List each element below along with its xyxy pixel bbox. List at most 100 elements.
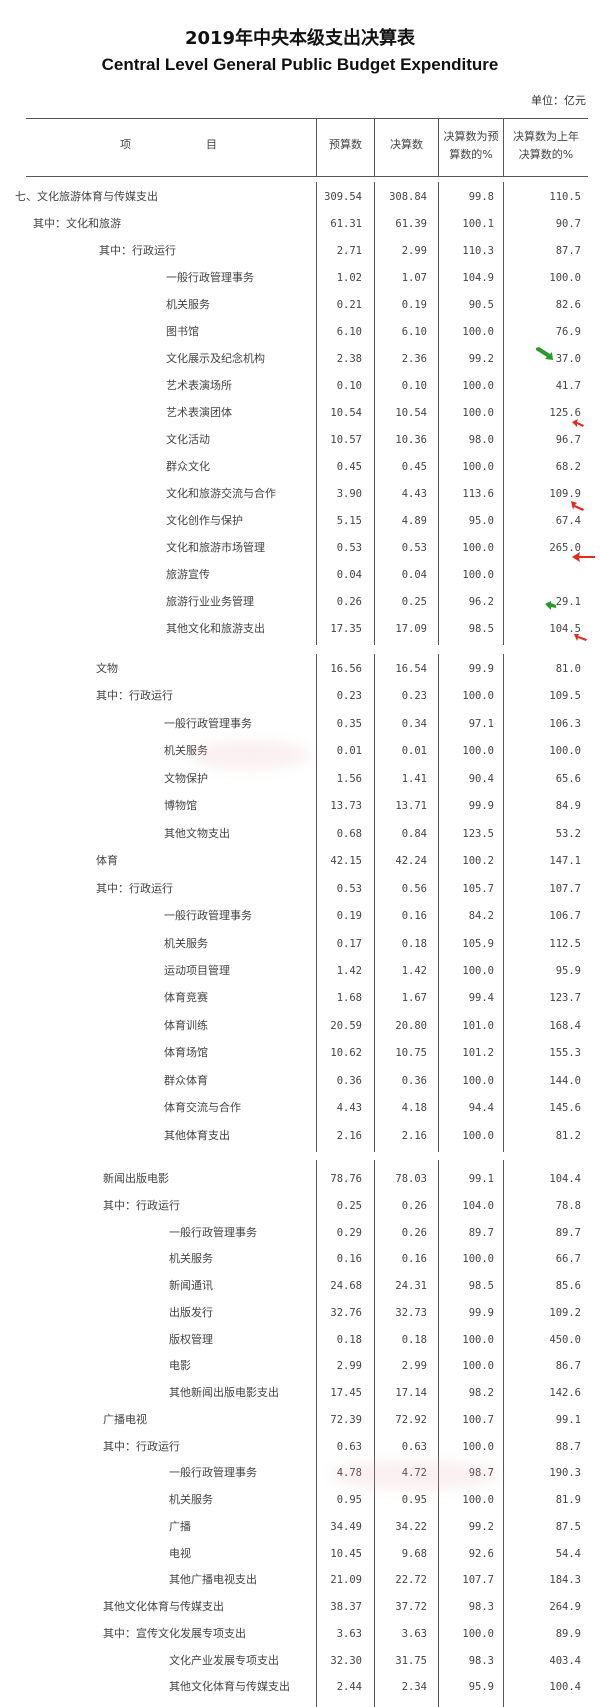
final-value: 42.24 bbox=[395, 855, 427, 868]
final-value: 3.63 bbox=[401, 1627, 427, 1640]
budget-value: 17.35 bbox=[330, 623, 362, 635]
pct-budget-value: 100.0 bbox=[462, 1494, 494, 1506]
row-label: 一般行政管理事务 bbox=[166, 271, 254, 284]
final-value: 31.75 bbox=[395, 1654, 427, 1667]
pct-prev-value: 109.2 bbox=[549, 1306, 581, 1319]
pct-prev-value: 41.7 bbox=[555, 380, 581, 392]
final-value: 4.18 bbox=[401, 1102, 427, 1115]
pct-prev-value: 109.5 bbox=[549, 690, 581, 703]
budget-value: 1.02 bbox=[336, 272, 362, 284]
budget-value: 13.73 bbox=[330, 800, 362, 813]
pct-prev-value: 99.1 bbox=[555, 1413, 581, 1426]
pct-prev-value: 95.9 bbox=[555, 964, 581, 977]
budget-value: 4.78 bbox=[336, 1467, 362, 1480]
pct-budget-value: 99.4 bbox=[468, 992, 494, 1005]
pct-prev-value: 68.2 bbox=[555, 461, 581, 473]
row-label: 体育 bbox=[96, 854, 118, 868]
final-value: 1.42 bbox=[401, 964, 427, 977]
budget-value: 0.53 bbox=[336, 542, 362, 554]
pct-budget-value: 100.0 bbox=[462, 542, 494, 554]
budget-value: 0.68 bbox=[336, 827, 362, 840]
budget-value: 0.17 bbox=[336, 937, 362, 950]
final-value: 22.72 bbox=[395, 1574, 427, 1587]
final-value: 16.54 bbox=[395, 663, 427, 675]
pct-prev-value: 100.0 bbox=[549, 272, 581, 284]
pct-budget-value: 99.1 bbox=[468, 1173, 494, 1185]
pct-budget-value: 98.5 bbox=[468, 1280, 494, 1292]
pct-prev-value: 109.9 bbox=[549, 488, 581, 500]
pct-budget-value: 96.2 bbox=[468, 596, 494, 608]
pct-budget-value: 98.2 bbox=[468, 1387, 494, 1399]
final-value: 2.34 bbox=[401, 1681, 427, 1694]
pct-prev-value: 104.4 bbox=[549, 1173, 581, 1185]
pct-prev-value: 264.9 bbox=[549, 1601, 581, 1613]
budget-value: 0.21 bbox=[336, 299, 362, 311]
budget-value: 21.09 bbox=[330, 1574, 362, 1587]
pct-budget-value: 100.0 bbox=[462, 690, 494, 703]
header-divider bbox=[503, 118, 504, 176]
pct-prev-value: 84.9 bbox=[555, 800, 581, 813]
pct-budget-value: 99.9 bbox=[468, 1306, 494, 1319]
budget-value: 10.62 bbox=[330, 1047, 362, 1060]
row-label: 一般行政管理事务 bbox=[164, 909, 252, 923]
row-label: 新闻通讯 bbox=[169, 1279, 213, 1292]
budget-value: 1.42 bbox=[336, 964, 362, 977]
budget-value: 17.45 bbox=[330, 1387, 362, 1399]
pct-prev-value: 37.0 bbox=[555, 353, 581, 365]
pct-budget-value: 98.3 bbox=[468, 1601, 494, 1613]
pct-budget-value: 113.6 bbox=[462, 488, 494, 500]
final-value: 2.36 bbox=[401, 353, 427, 365]
final-value: 0.26 bbox=[401, 1226, 427, 1239]
final-value: 2.16 bbox=[401, 1129, 427, 1142]
pct-budget-value: 107.7 bbox=[462, 1574, 494, 1587]
row-label: 其中：行政运行 bbox=[96, 881, 173, 895]
budget-value: 1.68 bbox=[336, 992, 362, 1005]
pct-budget-value: 101.0 bbox=[462, 1019, 494, 1032]
pct-budget-value: 99.9 bbox=[468, 800, 494, 813]
final-value: 0.16 bbox=[401, 910, 427, 923]
final-value: 0.25 bbox=[401, 596, 427, 608]
red-arrow-icon bbox=[572, 419, 584, 427]
column-divider bbox=[503, 182, 504, 645]
pct-budget-value: 100.0 bbox=[462, 1129, 494, 1142]
column-divider bbox=[503, 1160, 504, 1707]
watermark-smudge bbox=[330, 1460, 500, 1490]
pct-prev-value: 96.7 bbox=[555, 434, 581, 446]
column-divider bbox=[316, 182, 317, 645]
pct-prev-value: 29.1 bbox=[555, 596, 581, 608]
budget-value: 309.54 bbox=[324, 191, 362, 203]
row-label: 机关服务 bbox=[169, 1493, 213, 1506]
row-label: 其中：行政运行 bbox=[96, 689, 173, 703]
pct-budget-value: 100.2 bbox=[462, 855, 494, 868]
row-label: 其他新闻出版电影支出 bbox=[169, 1386, 279, 1399]
budget-value: 4.43 bbox=[336, 1102, 362, 1115]
row-label: 体育训练 bbox=[164, 1018, 208, 1032]
final-value: 0.95 bbox=[401, 1494, 427, 1506]
pct-prev-value: 78.8 bbox=[555, 1199, 581, 1212]
header-divider bbox=[316, 118, 317, 176]
pct-budget-value: 92.6 bbox=[468, 1547, 494, 1560]
final-value: 0.01 bbox=[401, 745, 427, 758]
pct-budget-value: 100.0 bbox=[462, 1440, 494, 1453]
pct-prev-value: 142.6 bbox=[549, 1387, 581, 1399]
final-value: 0.23 bbox=[401, 690, 427, 703]
budget-value: 0.19 bbox=[336, 910, 362, 923]
pct-prev-value: 100.0 bbox=[549, 745, 581, 758]
budget-value: 2.99 bbox=[336, 1360, 362, 1373]
pct-prev-value: 65.6 bbox=[555, 772, 581, 785]
pct-budget-value: 105.9 bbox=[462, 937, 494, 950]
final-value: 0.56 bbox=[401, 882, 427, 895]
pct-budget-value: 90.5 bbox=[468, 299, 494, 311]
final-value: 0.19 bbox=[401, 299, 427, 311]
final-value: 2.99 bbox=[401, 1360, 427, 1373]
final-value: 0.63 bbox=[401, 1440, 427, 1453]
final-value: 2.99 bbox=[401, 245, 427, 257]
row-label: 版权管理 bbox=[169, 1332, 213, 1346]
pct-prev-value: 184.3 bbox=[549, 1574, 581, 1587]
pct-prev-value: 54.4 bbox=[555, 1547, 581, 1560]
row-label: 体育竞赛 bbox=[164, 991, 208, 1005]
column-divider bbox=[316, 1160, 317, 1707]
pct-prev-value: 53.2 bbox=[555, 827, 581, 840]
final-value: 0.36 bbox=[401, 1074, 427, 1087]
